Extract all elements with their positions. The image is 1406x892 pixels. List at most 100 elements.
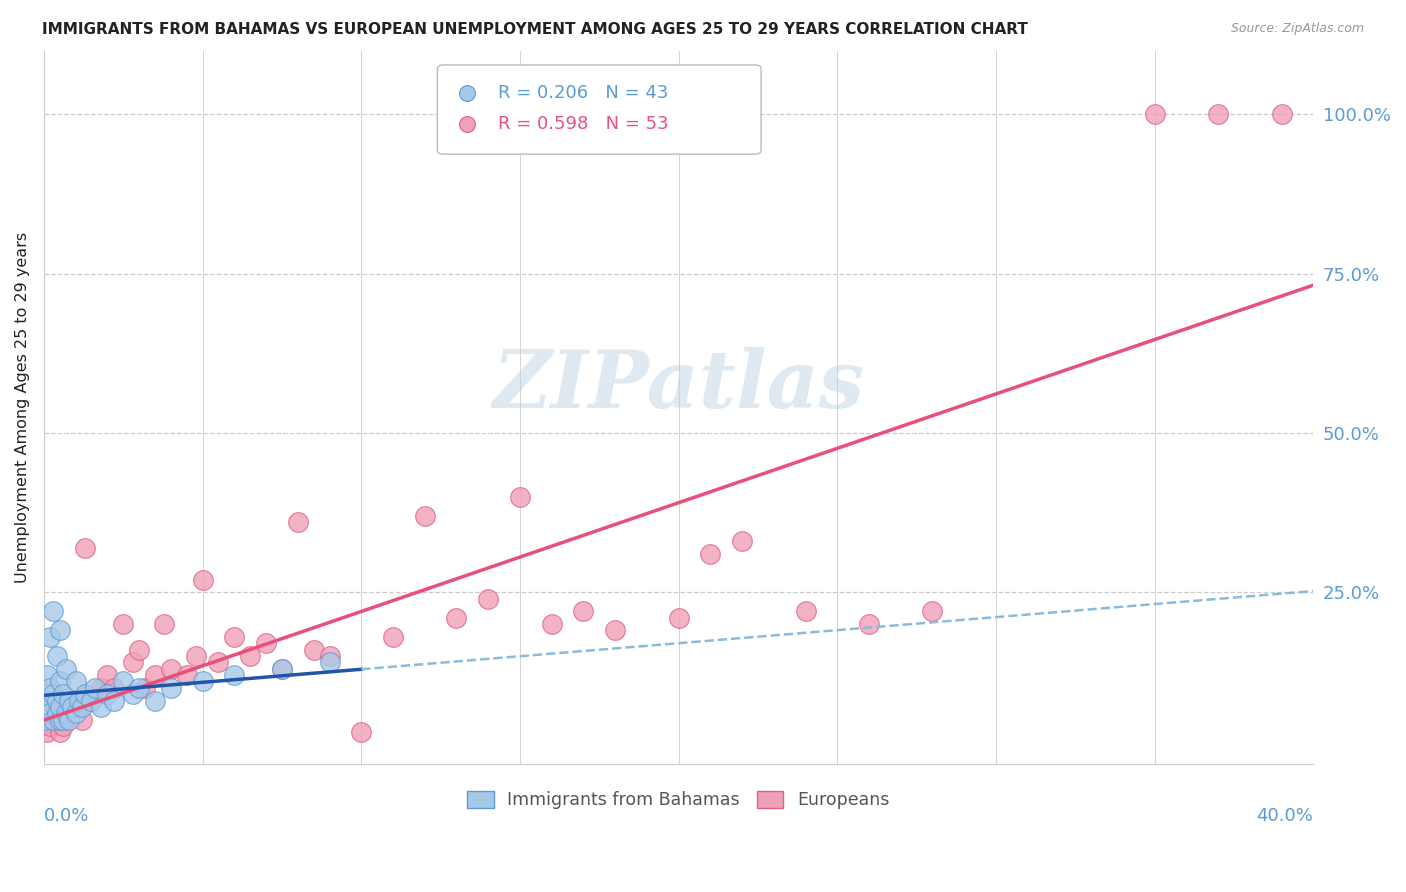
Point	[39, 719, 62, 733]
Point	[70, 713, 93, 727]
Text: R = 0.598   N = 53: R = 0.598 N = 53	[498, 115, 669, 133]
Point	[35, 668, 58, 682]
Text: 40.0%: 40.0%	[1257, 807, 1313, 825]
Point	[42, 687, 65, 701]
Point	[58, 700, 80, 714]
Point	[186, 648, 208, 663]
Point	[75, 687, 97, 701]
Point	[49, 725, 72, 739]
Point	[224, 630, 246, 644]
Point	[39, 681, 62, 695]
Point	[42, 604, 65, 618]
Text: ZIPatlas: ZIPatlas	[492, 347, 865, 425]
Point	[540, 617, 562, 632]
Point	[191, 573, 214, 587]
Text: R = 0.206   N = 43: R = 0.206 N = 43	[498, 85, 669, 103]
Point	[49, 700, 72, 714]
Point	[38, 693, 60, 707]
Point	[1270, 107, 1292, 121]
Point	[75, 541, 97, 555]
Point	[52, 713, 75, 727]
Point	[96, 687, 118, 701]
Point	[39, 706, 62, 721]
Point	[1143, 107, 1166, 121]
Point	[49, 700, 72, 714]
Point	[121, 656, 143, 670]
Point	[65, 674, 87, 689]
Point	[572, 604, 595, 618]
Point	[80, 693, 103, 707]
Point	[477, 591, 499, 606]
Legend: Immigrants from Bahamas, Europeans: Immigrants from Bahamas, Europeans	[461, 783, 897, 816]
Point	[42, 713, 65, 727]
Point	[254, 636, 277, 650]
Point	[603, 624, 626, 638]
Point	[35, 725, 58, 739]
Point	[134, 681, 156, 695]
Point	[45, 648, 67, 663]
Point	[858, 617, 880, 632]
Point	[207, 656, 229, 670]
Point	[350, 725, 373, 739]
Point	[35, 700, 58, 714]
Point	[318, 648, 340, 663]
Point	[58, 713, 80, 727]
Point	[45, 713, 67, 727]
Point	[34, 713, 56, 727]
Point	[1090, 145, 1112, 160]
Point	[42, 706, 65, 721]
Point	[45, 693, 67, 707]
Point	[159, 681, 181, 695]
Point	[90, 700, 112, 714]
Point	[96, 668, 118, 682]
Point	[381, 630, 404, 644]
Point	[52, 719, 75, 733]
Y-axis label: Unemployment Among Ages 25 to 29 years: Unemployment Among Ages 25 to 29 years	[15, 232, 30, 583]
Point	[103, 693, 125, 707]
Point	[668, 611, 690, 625]
Text: 0.0%: 0.0%	[44, 807, 89, 825]
Point	[65, 693, 87, 707]
Point	[65, 706, 87, 721]
Point	[121, 687, 143, 701]
Point	[52, 687, 75, 701]
Point	[55, 706, 77, 721]
Text: Source: ZipAtlas.com: Source: ZipAtlas.com	[1230, 22, 1364, 36]
Point	[90, 681, 112, 695]
Point	[103, 681, 125, 695]
Point	[731, 534, 754, 549]
Point	[794, 604, 817, 618]
Point	[921, 604, 943, 618]
Point	[45, 706, 67, 721]
Point	[112, 617, 135, 632]
Point	[270, 662, 292, 676]
Point	[413, 508, 436, 523]
Point	[509, 490, 531, 504]
Point	[191, 674, 214, 689]
Point	[128, 642, 150, 657]
Point	[176, 668, 198, 682]
Text: IMMIGRANTS FROM BAHAMAS VS EUROPEAN UNEMPLOYMENT AMONG AGES 25 TO 29 YEARS CORRE: IMMIGRANTS FROM BAHAMAS VS EUROPEAN UNEM…	[42, 22, 1028, 37]
Point	[62, 700, 84, 714]
Point	[699, 547, 721, 561]
Point	[153, 617, 176, 632]
Point	[1090, 173, 1112, 187]
Point	[143, 668, 166, 682]
Point	[446, 611, 468, 625]
Point	[302, 642, 325, 657]
Point	[49, 674, 72, 689]
Point	[239, 648, 262, 663]
Point	[143, 693, 166, 707]
Point	[287, 515, 309, 529]
Point	[55, 662, 77, 676]
Point	[49, 713, 72, 727]
Point	[67, 693, 90, 707]
Point	[112, 674, 135, 689]
Point	[58, 693, 80, 707]
Point	[55, 706, 77, 721]
Point	[80, 693, 103, 707]
Point	[70, 700, 93, 714]
Point	[159, 662, 181, 676]
Point	[224, 668, 246, 682]
Point	[39, 693, 62, 707]
